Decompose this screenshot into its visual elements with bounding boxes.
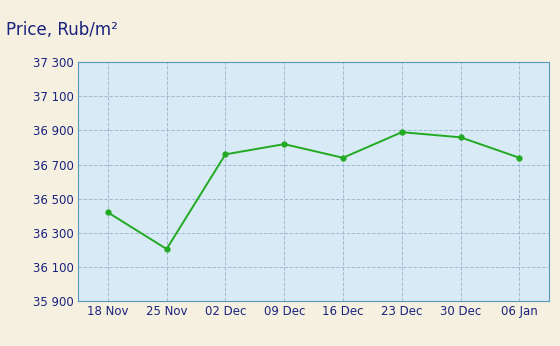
Text: Price, Rub/m²: Price, Rub/m² — [6, 21, 118, 39]
